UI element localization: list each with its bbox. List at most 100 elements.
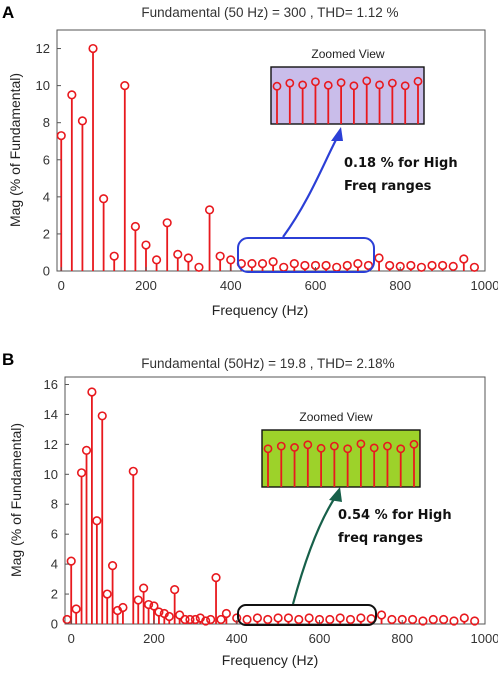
stem-marker: [107, 561, 118, 571]
stem-marker: [77, 116, 88, 126]
zoom-stem-marker: [272, 81, 282, 91]
x-tick-label: 800: [391, 631, 413, 646]
panel-a-label: A: [2, 3, 14, 22]
panel-a-x-axis-label: Frequency (Hz): [212, 302, 308, 318]
panel-b-zoom-stems: [263, 439, 419, 487]
stem-marker: [427, 260, 437, 271]
stem-marker: [221, 608, 231, 619]
panel-a-arrow-line: [282, 135, 339, 238]
stem-marker: [428, 614, 438, 625]
stem-marker: [406, 260, 416, 271]
panel-b-arrow-line: [291, 495, 337, 605]
stem-marker: [175, 610, 185, 620]
stem-marker: [263, 614, 273, 625]
y-tick-label: 6: [51, 527, 58, 542]
stem-marker: [128, 466, 138, 476]
zoom-stem-marker: [336, 78, 346, 88]
panel-a-plot-area: [56, 29, 486, 272]
panel-b: B Fundamental (50Hz) = 19.8 , THD= 2.18%…: [2, 350, 498, 668]
x-tick-label: 1000: [471, 631, 498, 646]
stem-marker: [149, 601, 159, 611]
stem-marker: [180, 614, 190, 625]
stem-marker: [130, 221, 140, 232]
zoom-stem-marker: [285, 78, 295, 88]
y-tick-label: 2: [51, 587, 58, 602]
zoom-stem-marker: [298, 80, 308, 90]
stem-marker: [87, 387, 97, 397]
stem-marker: [448, 261, 458, 271]
stem-marker: [133, 595, 143, 605]
panel-b-zoom-box: [261, 429, 421, 488]
stem-marker: [242, 614, 252, 625]
stem-marker: [215, 251, 225, 261]
zoom-stem-marker: [303, 440, 313, 450]
stem-marker: [76, 468, 87, 478]
stem-marker: [363, 260, 374, 271]
stem-marker: [164, 611, 174, 622]
x-tick-label: 0: [58, 278, 65, 293]
stem-marker: [294, 614, 304, 625]
panel-b-highlight-region: [237, 604, 377, 626]
stem-marker: [325, 614, 335, 625]
panel-a-highlight-region: [237, 237, 375, 273]
panel-b-plot-area: [64, 376, 486, 625]
zoom-stem-marker: [356, 439, 366, 449]
stem-marker: [438, 260, 448, 271]
stem-marker: [190, 614, 200, 625]
stem-marker: [273, 613, 283, 623]
panel-b-arrow-head: [329, 487, 342, 502]
panel-a-x-ticks: 0 200 400 600 800 1000: [58, 267, 498, 293]
stem-marker: [416, 262, 427, 272]
x-tick-label: 200: [143, 631, 165, 646]
stem-marker: [335, 613, 345, 623]
stem-marker: [211, 572, 221, 583]
stem-marker: [141, 240, 151, 250]
stem-marker: [56, 131, 66, 141]
y-tick-label: 8: [43, 115, 50, 130]
stem-marker: [376, 610, 387, 620]
stem-marker: [162, 218, 172, 228]
stem-marker: [449, 616, 459, 626]
zoom-stem-marker: [290, 443, 299, 452]
zoom-stem-marker: [369, 443, 379, 453]
zoom-stem-marker: [396, 444, 406, 454]
stem-marker: [170, 584, 180, 595]
stem-marker: [345, 614, 356, 625]
stem-marker: [459, 254, 469, 264]
y-tick-label: 0: [43, 264, 50, 279]
x-tick-label: 600: [309, 631, 331, 646]
panel-b-x-ticks: 0 200 400 600 800 1000: [68, 620, 498, 646]
stem-marker: [407, 614, 418, 625]
panel-b-zoom-label: Zoomed View: [299, 410, 372, 424]
y-tick-label: 6: [43, 152, 50, 167]
stem-marker: [71, 604, 81, 614]
stem-marker: [102, 589, 112, 599]
panel-b-x-axis-label: Frequency (Hz): [222, 652, 318, 668]
stem-marker: [252, 613, 263, 623]
stem-marker: [439, 614, 449, 625]
zoom-stem-marker: [387, 78, 397, 88]
panel-a-stems: [56, 43, 480, 272]
zoom-stem-marker: [375, 80, 384, 90]
stem-marker: [206, 614, 216, 625]
stem-marker: [216, 614, 226, 625]
stem-marker: [66, 556, 76, 566]
stem-marker: [185, 614, 195, 625]
stem-marker: [173, 249, 183, 259]
panel-a-zoom-stems: [272, 76, 423, 124]
zoom-stem-marker: [343, 444, 353, 454]
panel-a-zoom-box: [270, 66, 425, 125]
y-tick-label: 4: [51, 557, 58, 572]
stem-marker: [304, 613, 314, 623]
y-tick-label: 12: [44, 437, 58, 452]
panel-a-zoom-label: Zoomed View: [311, 47, 384, 61]
stem-marker: [385, 260, 395, 271]
zoom-stem-marker: [316, 443, 326, 453]
stem-marker: [151, 255, 162, 265]
zoom-stem-marker: [383, 441, 392, 451]
stem-marker: [226, 255, 236, 265]
panel-b-title: Fundamental (50Hz) = 19.8 , THD= 2.18%: [141, 356, 394, 371]
stem-marker: [195, 613, 205, 623]
y-tick-label: 2: [43, 226, 50, 241]
zoom-stem-marker: [276, 441, 286, 451]
